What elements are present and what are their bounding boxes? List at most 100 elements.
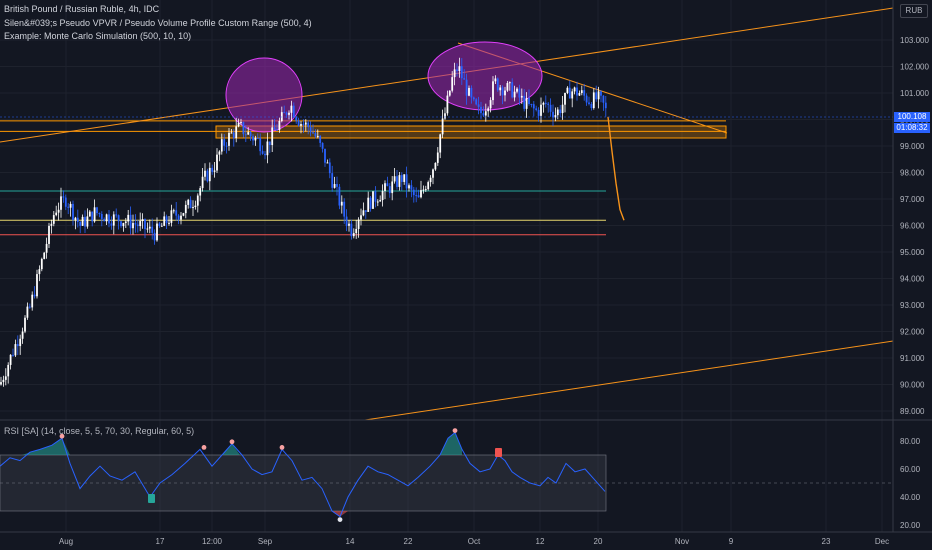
candle-body [69, 203, 72, 208]
time-tick: 12:00 [202, 537, 223, 546]
candle-body [386, 183, 389, 187]
candle-body [43, 252, 46, 259]
candle-body [177, 215, 180, 220]
candle-body [316, 135, 319, 137]
candle-body [122, 223, 125, 227]
candle-body [170, 210, 173, 223]
rsi-bear-label [495, 448, 502, 457]
candle-body [602, 95, 605, 103]
rsi-fills [22, 432, 462, 517]
candle-body [436, 152, 439, 163]
candle-body [182, 213, 185, 216]
candle-body [525, 98, 528, 109]
candle-body [62, 196, 65, 198]
candle-body [424, 189, 427, 191]
rsi-axis[interactable]: 80.00 60.00 40.00 20.00 [900, 437, 921, 530]
price-tick: 95.000 [900, 248, 925, 257]
candle-body [117, 215, 120, 222]
candle-body [336, 184, 338, 187]
candle-body [448, 90, 451, 96]
candle-body [343, 201, 346, 217]
candle-body [0, 382, 2, 385]
rsi-tick: 20.00 [900, 521, 921, 530]
candle-body [391, 181, 394, 194]
rsi-legend[interactable]: RSI [SA] (14, close, 5, 5, 70, 30, Regul… [4, 426, 195, 436]
indicator-montecarlo-label[interactable]: Example: Monte Carlo Simulation (500, 10… [4, 31, 192, 41]
candle-body [98, 213, 101, 215]
grid-lines [0, 0, 893, 532]
candle-body [456, 69, 458, 72]
candle-body [463, 78, 466, 80]
lower-trendline [364, 340, 894, 421]
candle-body [300, 124, 302, 126]
candle-body [148, 226, 151, 229]
candle-body [223, 139, 226, 146]
rsi-peak-marker [201, 445, 207, 450]
candle-body [48, 225, 50, 244]
candle-body [292, 105, 295, 118]
candle-body [352, 233, 355, 237]
candle-body [520, 95, 523, 98]
candle-body [295, 117, 298, 121]
candle-body [400, 175, 403, 182]
price-candles [0, 57, 607, 387]
candle-body [88, 211, 91, 217]
candle-body [110, 223, 113, 226]
candle-body [64, 197, 67, 207]
candle-body [158, 223, 161, 226]
price-tick: 102.000 [900, 63, 929, 72]
symbol-title[interactable]: British Pound / Russian Ruble, 4h, IDC [4, 4, 160, 14]
candle-body [396, 176, 398, 187]
candle-body [578, 93, 581, 96]
candle-body [422, 189, 425, 191]
rsi-tick: 80.00 [900, 437, 921, 446]
candle-body [204, 170, 206, 177]
price-tick: 90.000 [900, 381, 925, 390]
candle-body [511, 82, 514, 98]
highlight-ellipse-right [427, 41, 543, 111]
time-axis[interactable]: Aug 17 12:00 Sep 14 22 Oct 12 20 Nov 9 23 Dec [59, 537, 889, 546]
candle-body [201, 176, 204, 189]
candle-body [549, 104, 552, 112]
rsi-line [0, 431, 606, 518]
candle-body [103, 218, 106, 222]
candle-body [513, 91, 516, 98]
candle-body [129, 214, 132, 229]
candle-body [504, 90, 506, 96]
candle-body [492, 81, 494, 101]
candle-body [33, 294, 36, 297]
candle-body [278, 121, 281, 130]
candle-body [108, 214, 110, 224]
rsi-peak-marker [229, 439, 235, 445]
candle-body [408, 185, 410, 189]
candle-body [105, 214, 108, 222]
candle-body [415, 195, 418, 197]
candle-body [206, 170, 209, 182]
candle-body [501, 87, 504, 96]
candle-body [249, 132, 252, 137]
currency-selector[interactable]: RUB [900, 4, 928, 18]
time-tick: 12 [536, 537, 545, 546]
candle-body [151, 226, 154, 233]
candle-body [132, 223, 134, 229]
candle-body [156, 223, 158, 241]
candle-body [213, 170, 216, 172]
candle-body [328, 162, 331, 174]
candle-body [81, 216, 84, 226]
candle-body [76, 217, 79, 223]
price-axis[interactable]: 103.000102.000101.000100.00099.00098.000… [900, 36, 929, 416]
candle-body [374, 191, 377, 202]
candle-body [499, 87, 502, 91]
candle-body [168, 222, 170, 224]
candle-body [355, 228, 358, 234]
rsi-overbought-fill [22, 438, 70, 455]
indicator-vpvr-label[interactable]: Silen&#039;s Pseudo VPVR / Pseudo Volume… [4, 18, 312, 28]
drawings[interactable] [0, 7, 894, 421]
price-tick: 94.000 [900, 275, 925, 284]
candle-body [470, 87, 473, 98]
candle-body [571, 91, 574, 99]
candle-body [199, 188, 202, 196]
candle-body [458, 66, 461, 72]
candle-body [57, 209, 60, 213]
